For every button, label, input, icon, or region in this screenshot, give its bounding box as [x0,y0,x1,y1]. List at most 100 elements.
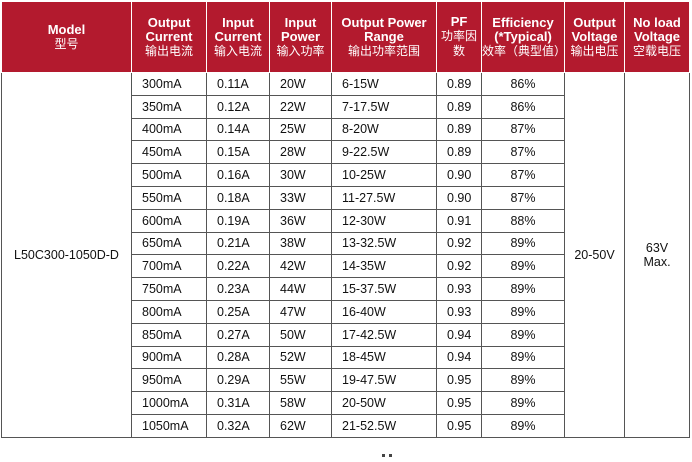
cropped-text-fragment [382,444,422,457]
cell-output-power-range: 15-37.5W [331,277,437,301]
cell-efficiency: 89% [481,254,565,279]
header-output-voltage-en: Output Voltage [571,14,618,44]
cell-pf: 0.93 [436,299,482,324]
header-model-en: Model [47,21,86,37]
cell-input-current: 0.25A [206,299,270,324]
cell-input-power: 62W [269,413,332,438]
cell-pf: 0.95 [436,391,482,415]
spec-table: Model 型号 Output Current 输出电流 Input Curre… [1,1,690,438]
cell-input-current: 0.11A [206,72,270,96]
cell-output-current: 950mA [131,368,207,393]
header-output-voltage-cn: 输出电压 [570,43,619,58]
header-input-power: Input Power 输入功率 [269,1,332,73]
header-output-power-range: Output Power Range 输出功率范围 [331,1,437,73]
cell-output-current: 650mA [131,231,207,256]
cell-output-current: 1000mA [131,391,207,415]
cell-output-voltage: 20-50V [564,72,625,438]
header-output-current: Output Current 输出电流 [131,1,207,73]
cell-output-current: 400mA [131,117,207,142]
table-body: L50C300-1050D-D 300mA 0.11A 20W 6-15W 0.89 86%… [1,72,690,438]
cell-input-current: 0.27A [206,322,270,347]
cell-pf: 0.91 [436,208,482,233]
header-input-current-en: Input Current [214,14,262,44]
table-row: 750mA 0.23A 44W 15-37.5W 0.93 89% [2,277,690,301]
cell-input-power: 58W [269,391,332,415]
header-output-power-range-en: Output Power Range [341,14,427,44]
header-output-voltage: Output Voltage 输出电压 [564,1,625,73]
header-input-power-cn: 输入功率 [276,43,325,58]
cell-input-power: 30W [269,163,332,187]
cell-input-current: 0.29A [206,368,270,393]
cell-efficiency: 89% [481,231,565,256]
cell-output-current: 750mA [131,277,207,301]
header-efficiency: Efficiency (*Typical) 效率（典型值） [481,1,566,73]
cell-input-current: 0.15A [206,140,270,165]
header-input-current: Input Current 输入电流 [206,1,270,73]
table-row: L50C300-1050D-D 300mA 0.11A 20W 6-15W 0.89 86%… [1,72,690,438]
cell-output-current: 500mA [131,163,207,187]
table-row: 800mA 0.25A 47W 16-40W 0.93 89% [2,299,690,324]
cell-input-current: 0.18A [206,185,270,210]
cell-input-current: 0.22A [206,254,270,279]
cell-output-current: 300mA [131,72,207,96]
cell-model: L50C300-1050D-D [1,72,132,438]
cell-pf: 0.89 [436,117,482,142]
header-model-cn: 型号 [54,36,79,51]
cell-input-current: 0.32A [206,413,270,438]
cell-efficiency: 89% [481,391,565,415]
cell-efficiency: 88% [481,208,565,233]
cell-input-current: 0.16A [206,163,270,187]
cell-pf: 0.95 [436,413,482,438]
header-no-load-voltage-en: No load Voltage [633,14,681,44]
cell-output-power-range: 10-25W [331,163,437,187]
cell-efficiency: 89% [481,299,565,324]
no-load-voltage-suffix: Max. [643,254,671,269]
cell-output-power-range: 6-15W [331,72,437,96]
header-output-current-cn: 输出电流 [144,43,193,58]
header-row: Model 型号 Output Current 输出电流 Input Curre… [1,1,690,73]
cell-pf: 0.89 [436,140,482,165]
cell-output-power-range: 14-35W [331,254,437,279]
header-pf: PF 功率因数 [436,1,482,73]
cell-input-power: 22W [269,94,332,119]
table-row: 1050mA 0.32A 62W 21-52.5W 0.95 89% [2,413,690,438]
cell-output-power-range: 18-45W [331,345,437,370]
cell-efficiency: 87% [481,140,565,165]
table-header: Model 型号 Output Current 输出电流 Input Curre… [1,1,690,73]
cell-efficiency: 87% [481,163,565,187]
cell-no-load-voltage: 63V Max. [624,72,690,438]
cell-input-power: 38W [269,231,332,256]
table-row: 950mA 0.29A 55W 19-47.5W 0.95 89% [2,368,690,393]
cell-input-current: 0.28A [206,345,270,370]
cell-input-power: 44W [269,277,332,301]
cell-output-power-range: 11-27.5W [331,185,437,210]
cell-efficiency: 86% [481,94,565,119]
cell-output-current: 700mA [131,254,207,279]
cell-output-current: 550mA [131,185,207,210]
cell-output-power-range: 12-30W [331,208,437,233]
cell-efficiency: 89% [481,322,565,347]
cell-output-current: 450mA [131,140,207,165]
cell-input-power: 50W [269,322,332,347]
cell-input-current: 0.23A [206,277,270,301]
table-row: 450mA 0.15A 28W 9-22.5W 0.89 87% [2,140,690,165]
cell-output-power-range: 7-17.5W [331,94,437,119]
header-output-power-range-cn: 输出功率范围 [347,43,420,58]
cell-efficiency: 89% [481,277,565,301]
cell-output-power-range: 20-50W [331,391,437,415]
cell-pf: 0.93 [436,277,482,301]
cell-efficiency: 89% [481,368,565,393]
header-efficiency-en: Efficiency (*Typical) [492,14,554,44]
cell-output-current: 850mA [131,322,207,347]
cell-input-power: 47W [269,299,332,324]
cell-pf: 0.94 [436,345,482,370]
cell-output-power-range: 17-42.5W [331,322,437,347]
cell-input-current: 0.19A [206,208,270,233]
cell-input-power: 36W [269,208,332,233]
cell-efficiency: 86% [481,72,565,96]
cell-output-current: 1050mA [131,413,207,438]
cell-pf: 0.90 [436,163,482,187]
table-row: 1000mA 0.31A 58W 20-50W 0.95 89% [2,391,690,415]
cell-efficiency: 89% [481,413,565,438]
cell-pf: 0.95 [436,368,482,393]
